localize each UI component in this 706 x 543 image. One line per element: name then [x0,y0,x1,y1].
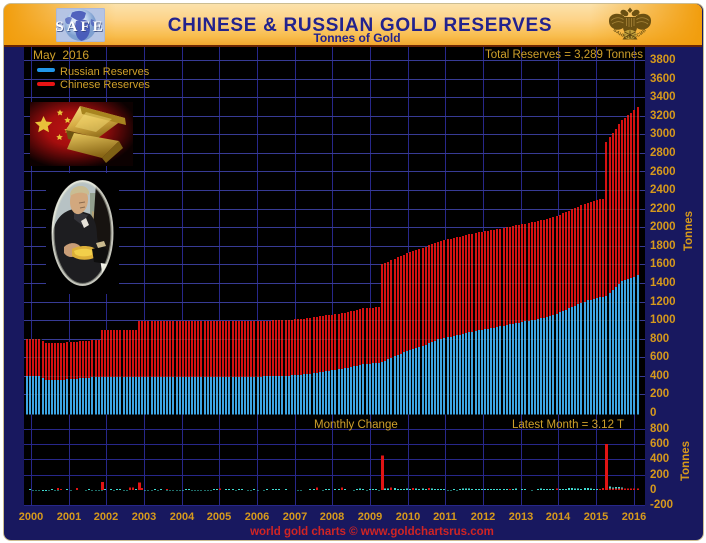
svg-text:SAFE: SAFE [56,19,105,35]
svg-text:SAFE: SAFE [56,20,105,36]
